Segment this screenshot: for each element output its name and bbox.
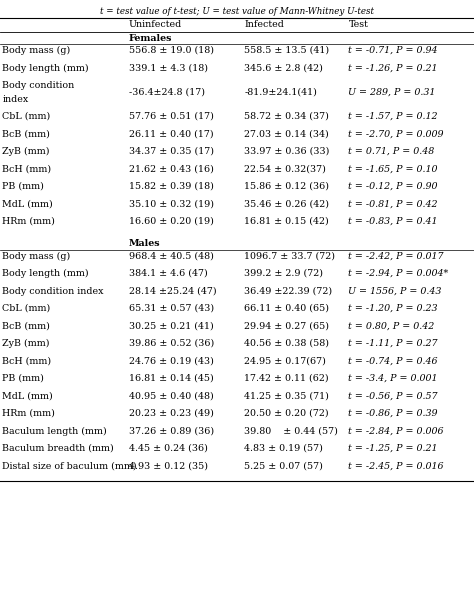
Text: t = 0.71, P = 0.48: t = 0.71, P = 0.48: [348, 147, 435, 156]
Text: Distal size of baculum (mm): Distal size of baculum (mm): [2, 461, 137, 470]
Text: 16.81 ± 0.15 (42): 16.81 ± 0.15 (42): [244, 217, 329, 226]
Text: t = -3.4, P = 0.001: t = -3.4, P = 0.001: [348, 374, 438, 383]
Text: CbL (mm): CbL (mm): [2, 304, 51, 313]
Text: 37.26 ± 0.89 (36): 37.26 ± 0.89 (36): [129, 426, 214, 435]
Text: 556.8 ± 19.0 (18): 556.8 ± 19.0 (18): [129, 46, 214, 55]
Text: -81.9±24.1(41): -81.9±24.1(41): [244, 88, 317, 97]
Text: 65.31 ± 0.57 (43): 65.31 ± 0.57 (43): [129, 304, 214, 313]
Text: 29.94 ± 0.27 (65): 29.94 ± 0.27 (65): [244, 322, 329, 330]
Text: 41.25 ± 0.35 (71): 41.25 ± 0.35 (71): [244, 392, 329, 400]
Text: 345.6 ± 2.8 (42): 345.6 ± 2.8 (42): [244, 63, 323, 73]
Text: 35.46 ± 0.26 (42): 35.46 ± 0.26 (42): [244, 199, 329, 208]
Text: t = -1.65, P = 0.10: t = -1.65, P = 0.10: [348, 164, 438, 173]
Text: 30.25 ± 0.21 (41): 30.25 ± 0.21 (41): [129, 322, 214, 330]
Text: CbL (mm): CbL (mm): [2, 112, 51, 121]
Text: Body condition: Body condition: [2, 81, 74, 90]
Text: Test: Test: [348, 20, 368, 29]
Text: 15.86 ± 0.12 (36): 15.86 ± 0.12 (36): [244, 182, 329, 191]
Text: Body condition index: Body condition index: [2, 287, 104, 295]
Text: t = -0.12, P = 0.90: t = -0.12, P = 0.90: [348, 182, 438, 191]
Text: 21.62 ± 0.43 (16): 21.62 ± 0.43 (16): [129, 164, 214, 173]
Text: t = -2.70, P = 0.009: t = -2.70, P = 0.009: [348, 130, 444, 138]
Text: index: index: [2, 95, 28, 104]
Text: 22.54 ± 0.32(37): 22.54 ± 0.32(37): [244, 164, 326, 173]
Text: 384.1 ± 4.6 (47): 384.1 ± 4.6 (47): [129, 269, 208, 278]
Text: t = -0.83, P = 0.41: t = -0.83, P = 0.41: [348, 217, 438, 226]
Text: t = -2.94, P = 0.004*: t = -2.94, P = 0.004*: [348, 269, 448, 278]
Text: 558.5 ± 13.5 (41): 558.5 ± 13.5 (41): [244, 46, 329, 55]
Text: U = 1556, P = 0.43: U = 1556, P = 0.43: [348, 287, 442, 295]
Text: t = -2.84, P = 0.006: t = -2.84, P = 0.006: [348, 426, 444, 435]
Text: 39.86 ± 0.52 (36): 39.86 ± 0.52 (36): [129, 339, 214, 348]
Text: Body mass (g): Body mass (g): [2, 252, 71, 261]
Text: 36.49 ±22.39 (72): 36.49 ±22.39 (72): [244, 287, 332, 295]
Text: 16.60 ± 0.20 (19): 16.60 ± 0.20 (19): [129, 217, 214, 226]
Text: t = -2.42, P = 0.017: t = -2.42, P = 0.017: [348, 252, 444, 261]
Text: t = -0.74, P = 0.46: t = -0.74, P = 0.46: [348, 357, 438, 365]
Text: ZyB (mm): ZyB (mm): [2, 147, 50, 156]
Text: BcB (mm): BcB (mm): [2, 130, 50, 138]
Text: t = -1.20, P = 0.23: t = -1.20, P = 0.23: [348, 304, 438, 313]
Text: t = -1.25, P = 0.21: t = -1.25, P = 0.21: [348, 444, 438, 453]
Text: 58.72 ± 0.34 (37): 58.72 ± 0.34 (37): [244, 112, 329, 121]
Text: 34.37 ± 0.35 (17): 34.37 ± 0.35 (17): [129, 147, 214, 156]
Text: ZyB (mm): ZyB (mm): [2, 339, 50, 348]
Text: Body length (mm): Body length (mm): [2, 63, 89, 73]
Text: 24.95 ± 0.17(67): 24.95 ± 0.17(67): [244, 357, 326, 365]
Text: t = -0.71, P = 0.94: t = -0.71, P = 0.94: [348, 46, 438, 55]
Text: t = -2.45, P = 0.016: t = -2.45, P = 0.016: [348, 461, 444, 470]
Text: Baculum length (mm): Baculum length (mm): [2, 426, 107, 435]
Text: BcB (mm): BcB (mm): [2, 322, 50, 330]
Text: 17.42 ± 0.11 (62): 17.42 ± 0.11 (62): [244, 374, 329, 383]
Text: 57.76 ± 0.51 (17): 57.76 ± 0.51 (17): [129, 112, 214, 121]
Text: 40.56 ± 0.38 (58): 40.56 ± 0.38 (58): [244, 339, 329, 348]
Text: Body mass (g): Body mass (g): [2, 46, 71, 55]
Text: Infected: Infected: [244, 20, 284, 29]
Text: 5.25 ± 0.07 (57): 5.25 ± 0.07 (57): [244, 461, 323, 470]
Text: MdL (mm): MdL (mm): [2, 199, 53, 208]
Text: t = 0.80, P = 0.42: t = 0.80, P = 0.42: [348, 322, 435, 330]
Text: t = -0.81, P = 0.42: t = -0.81, P = 0.42: [348, 199, 438, 208]
Text: t = -1.26, P = 0.21: t = -1.26, P = 0.21: [348, 63, 438, 73]
Text: 15.82 ± 0.39 (18): 15.82 ± 0.39 (18): [129, 182, 214, 191]
Text: t = -0.86, P = 0.39: t = -0.86, P = 0.39: [348, 409, 438, 418]
Text: 4.93 ± 0.12 (35): 4.93 ± 0.12 (35): [129, 461, 208, 470]
Text: HRm (mm): HRm (mm): [2, 409, 55, 418]
Text: BcH (mm): BcH (mm): [2, 164, 52, 173]
Text: 20.23 ± 0.23 (49): 20.23 ± 0.23 (49): [129, 409, 214, 418]
Text: t = -0.56, P = 0.57: t = -0.56, P = 0.57: [348, 392, 438, 400]
Text: 26.11 ± 0.40 (17): 26.11 ± 0.40 (17): [129, 130, 214, 138]
Text: -36.4±24.8 (17): -36.4±24.8 (17): [129, 88, 205, 97]
Text: 35.10 ± 0.32 (19): 35.10 ± 0.32 (19): [129, 199, 214, 208]
Text: Females: Females: [129, 34, 173, 43]
Text: 39.80    ± 0.44 (57): 39.80 ± 0.44 (57): [244, 426, 338, 435]
Text: BcH (mm): BcH (mm): [2, 357, 52, 365]
Text: 968.4 ± 40.5 (48): 968.4 ± 40.5 (48): [129, 252, 214, 261]
Text: Uninfected: Uninfected: [129, 20, 182, 29]
Text: t = test value of t-test; U = test value of Mann-Whitney U-test: t = test value of t-test; U = test value…: [100, 7, 374, 16]
Text: HRm (mm): HRm (mm): [2, 217, 55, 226]
Text: PB (mm): PB (mm): [2, 182, 44, 191]
Text: Males: Males: [129, 239, 161, 247]
Text: 20.50 ± 0.20 (72): 20.50 ± 0.20 (72): [244, 409, 329, 418]
Text: 28.14 ±25.24 (47): 28.14 ±25.24 (47): [129, 287, 217, 295]
Text: Body length (mm): Body length (mm): [2, 269, 89, 278]
Text: 4.45 ± 0.24 (36): 4.45 ± 0.24 (36): [129, 444, 208, 453]
Text: 24.76 ± 0.19 (43): 24.76 ± 0.19 (43): [129, 357, 214, 365]
Text: t = -1.57, P = 0.12: t = -1.57, P = 0.12: [348, 112, 438, 121]
Text: 1096.7 ± 33.7 (72): 1096.7 ± 33.7 (72): [244, 252, 335, 261]
Text: 16.81 ± 0.14 (45): 16.81 ± 0.14 (45): [129, 374, 214, 383]
Text: U = 289, P = 0.31: U = 289, P = 0.31: [348, 88, 436, 97]
Text: 27.03 ± 0.14 (34): 27.03 ± 0.14 (34): [244, 130, 329, 138]
Text: PB (mm): PB (mm): [2, 374, 44, 383]
Text: 40.95 ± 0.40 (48): 40.95 ± 0.40 (48): [129, 392, 214, 400]
Text: 339.1 ± 4.3 (18): 339.1 ± 4.3 (18): [129, 63, 208, 73]
Text: 4.83 ± 0.19 (57): 4.83 ± 0.19 (57): [244, 444, 323, 453]
Text: t = -1.11, P = 0.27: t = -1.11, P = 0.27: [348, 339, 438, 348]
Text: Baculum breadth (mm): Baculum breadth (mm): [2, 444, 114, 453]
Text: MdL (mm): MdL (mm): [2, 392, 53, 400]
Text: 399.2 ± 2.9 (72): 399.2 ± 2.9 (72): [244, 269, 323, 278]
Text: 33.97 ± 0.36 (33): 33.97 ± 0.36 (33): [244, 147, 329, 156]
Text: 66.11 ± 0.40 (65): 66.11 ± 0.40 (65): [244, 304, 329, 313]
